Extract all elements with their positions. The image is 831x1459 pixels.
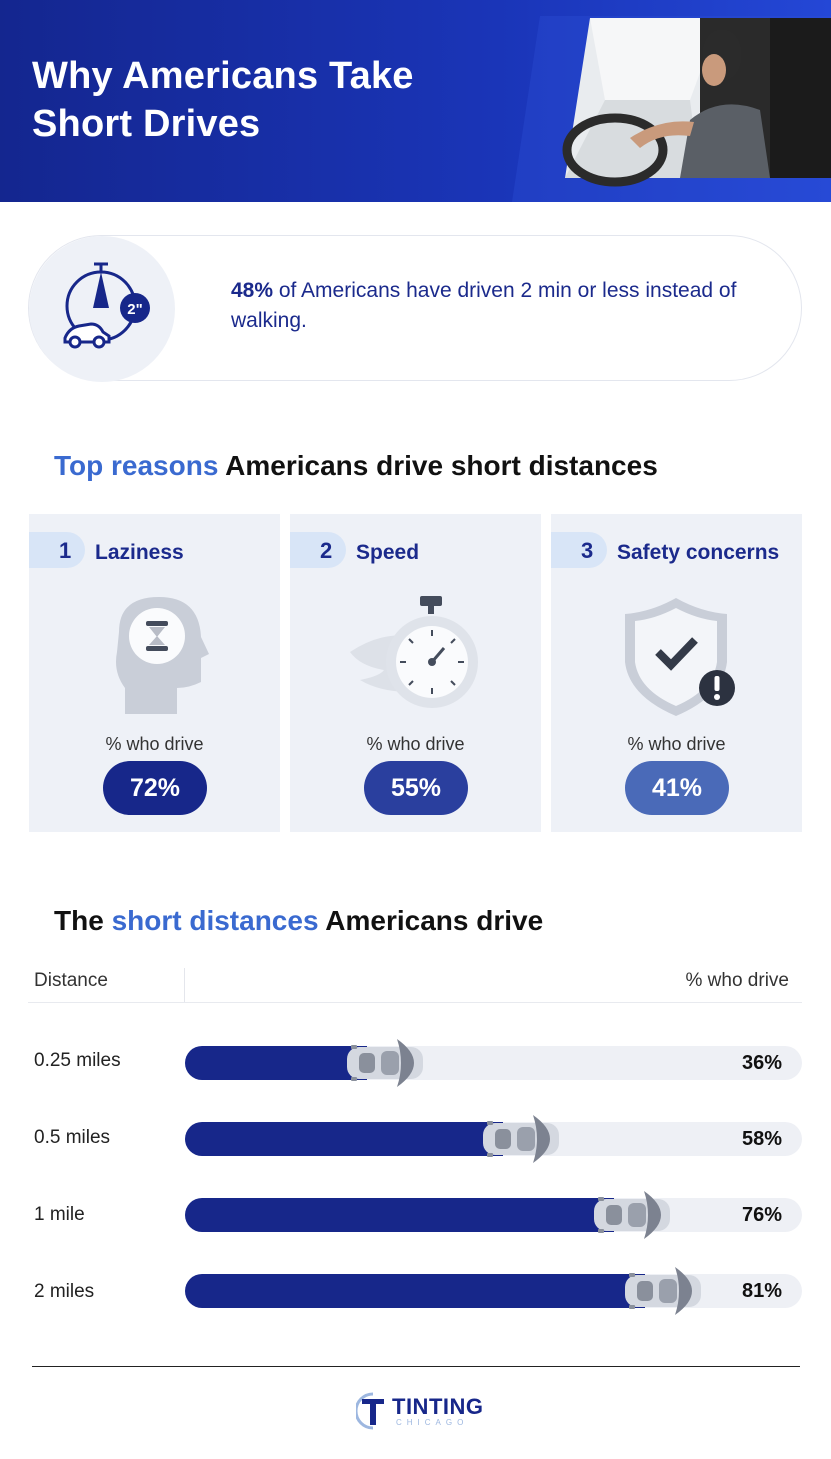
bar-track: 76%: [185, 1191, 802, 1239]
rank-number: 2: [320, 538, 333, 563]
row-label-distance: 2 miles: [34, 1281, 95, 1302]
logo-subtext: CHICAGO: [396, 1418, 469, 1427]
distance-heading-rest: Americans drive: [318, 905, 544, 936]
reason-value-badge: 72%: [103, 761, 207, 815]
bar-value-label: 36%: [741, 1052, 782, 1074]
stopwatch-car-icon: 2": [63, 262, 150, 349]
reason-card-laziness: 1 Laziness % who drive 72%: [29, 514, 280, 832]
stopwatch-icon: [350, 596, 478, 708]
reason-card-safety: 3 Safety concerns % who drive 41%: [551, 514, 802, 832]
row-label-distance: 0.5 miles: [34, 1127, 111, 1148]
reason-label: Laziness: [95, 541, 184, 564]
rank-number: 3: [581, 538, 594, 563]
car-icon: [481, 1113, 567, 1165]
bar-track: 36%: [185, 1039, 802, 1087]
stat-callout: 2" 48% of Americans have driven 2 min or…: [28, 235, 802, 382]
rank-number: 1: [59, 538, 72, 563]
bar-fill: [185, 1274, 645, 1308]
bar-value-label: 58%: [741, 1128, 782, 1150]
logo-mark-icon: [356, 1392, 384, 1430]
header-banner: Why Americans Take Short Drives: [0, 0, 831, 202]
bar-fill: [185, 1122, 503, 1156]
svg-text:2": 2": [127, 301, 142, 318]
distance-heading: The short distances Americans drive: [54, 905, 543, 937]
reason-sublabel: % who drive: [105, 734, 204, 754]
column-header-percent: % who drive: [685, 970, 790, 991]
rank-tab: [290, 532, 346, 568]
shield-check-icon: [625, 598, 735, 716]
distance-heading-highlight: short distances: [111, 905, 319, 936]
stat-highlight: 48%: [231, 279, 274, 302]
car-icon: [623, 1265, 709, 1317]
head-hourglass-icon: [116, 597, 209, 714]
footer-divider: [32, 1366, 800, 1367]
bar-value-label: 81%: [741, 1280, 782, 1302]
reason-value-badge: 41%: [625, 761, 729, 815]
stat-icon-circle: 2": [29, 236, 175, 382]
reason-label: Safety concerns: [617, 541, 780, 564]
bar-value-label: 76%: [741, 1204, 782, 1226]
row-label-distance: 1 mile: [34, 1204, 85, 1225]
tinting-chicago-logo: TINTING CHICAGO: [356, 1392, 486, 1432]
rank-tab: [29, 532, 85, 568]
bar-fill: [185, 1198, 614, 1232]
reasons-heading-highlight: Top reasons: [54, 450, 219, 481]
header-divider: [28, 1002, 802, 1003]
row-label-distance: 0.25 miles: [34, 1050, 121, 1071]
reasons-heading-rest: Americans drive short distances: [218, 450, 658, 481]
reason-card-speed: 2 Speed % who drive 55%: [290, 514, 541, 832]
car-icon: [345, 1037, 431, 1089]
reason-label: Speed: [356, 541, 420, 564]
reason-sublabel: % who drive: [627, 734, 726, 754]
driver-photo: [512, 16, 831, 202]
reason-value-badge: 55%: [364, 761, 468, 815]
bar-track: 81%: [185, 1267, 802, 1315]
reasons-heading: Top reasons Americans drive short distan…: [54, 450, 658, 482]
car-icon: [592, 1189, 678, 1241]
stat-text: 48% of Americans have driven 2 min or le…: [231, 276, 751, 336]
reason-sublabel: % who drive: [366, 734, 465, 754]
column-divider: [184, 968, 185, 1002]
bar-track: 58%: [185, 1115, 802, 1163]
bar-fill: [185, 1046, 367, 1080]
logo-text: TINTING: [392, 1394, 484, 1419]
stat-body: of Americans have driven 2 min or less i…: [231, 279, 737, 332]
distance-heading-pre: The: [54, 905, 112, 936]
page-title: Why Americans Take Short Drives: [32, 55, 414, 145]
column-header-distance: Distance: [34, 970, 108, 991]
rank-tab: [551, 532, 607, 568]
